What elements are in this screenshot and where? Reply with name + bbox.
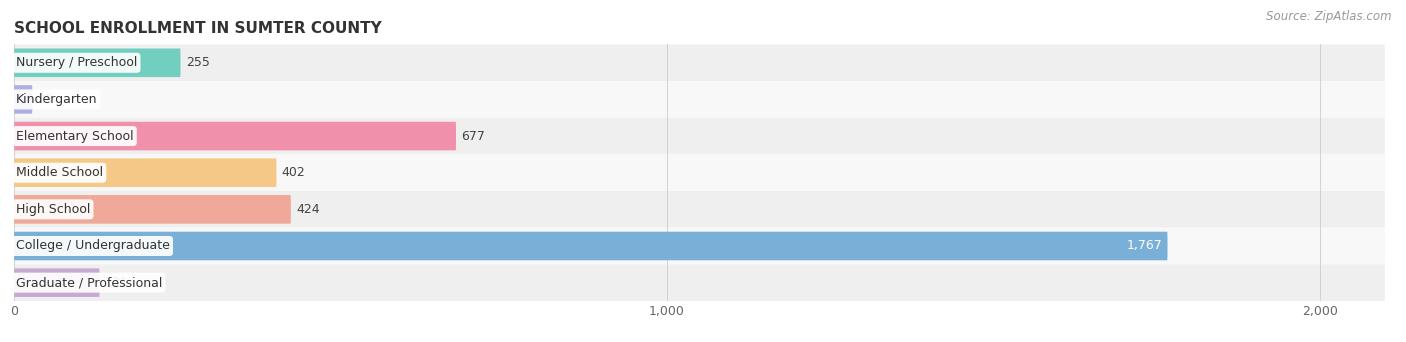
Text: SCHOOL ENROLLMENT IN SUMTER COUNTY: SCHOOL ENROLLMENT IN SUMTER COUNTY [14, 21, 382, 36]
Text: High School: High School [15, 203, 90, 216]
Text: Kindergarten: Kindergarten [15, 93, 97, 106]
FancyBboxPatch shape [14, 268, 100, 297]
Text: 1,767: 1,767 [1126, 239, 1163, 252]
FancyBboxPatch shape [14, 158, 277, 187]
FancyBboxPatch shape [14, 154, 1385, 191]
Text: 402: 402 [281, 166, 305, 179]
FancyBboxPatch shape [14, 49, 180, 77]
FancyBboxPatch shape [14, 85, 32, 114]
FancyBboxPatch shape [14, 44, 1385, 81]
FancyBboxPatch shape [14, 232, 1167, 260]
FancyBboxPatch shape [14, 81, 1385, 118]
Text: Graduate / Professional: Graduate / Professional [15, 276, 162, 289]
FancyBboxPatch shape [14, 195, 291, 224]
Text: 131: 131 [105, 276, 128, 289]
Text: Elementary School: Elementary School [15, 130, 134, 143]
FancyBboxPatch shape [14, 228, 1385, 264]
Text: Nursery / Preschool: Nursery / Preschool [15, 56, 136, 69]
FancyBboxPatch shape [14, 191, 1385, 228]
FancyBboxPatch shape [14, 122, 456, 150]
FancyBboxPatch shape [14, 264, 1385, 301]
Text: Middle School: Middle School [15, 166, 103, 179]
Text: 677: 677 [461, 130, 485, 143]
Text: 424: 424 [297, 203, 319, 216]
Text: 255: 255 [186, 56, 209, 69]
Text: 28: 28 [38, 93, 53, 106]
Text: College / Undergraduate: College / Undergraduate [15, 239, 170, 252]
Text: Source: ZipAtlas.com: Source: ZipAtlas.com [1267, 10, 1392, 23]
FancyBboxPatch shape [14, 118, 1385, 154]
